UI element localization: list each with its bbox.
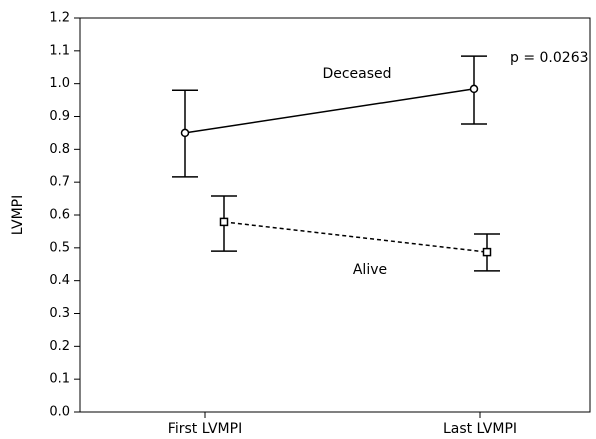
y-tick-label: 1.2 xyxy=(49,11,70,26)
annotation: p = 0.0263 xyxy=(510,50,589,66)
y-tick-label: 0.8 xyxy=(49,142,70,157)
y-tick-label: 0.6 xyxy=(49,208,70,223)
y-tick-label: 0.9 xyxy=(49,109,70,124)
y-tick-label: 0.5 xyxy=(49,240,70,255)
y-tick-label: 0.0 xyxy=(49,405,70,420)
marker xyxy=(219,217,229,227)
y-tick-label: 0.3 xyxy=(49,306,70,321)
x-tick-label: Last LVMPI xyxy=(443,421,517,437)
y-tick-label: 0.7 xyxy=(49,175,70,190)
series-label: Deceased xyxy=(322,66,391,82)
y-tick-label: 1.0 xyxy=(49,76,70,91)
series-line xyxy=(184,88,475,134)
series-line xyxy=(223,221,488,253)
y-tick-label: 1.1 xyxy=(49,43,70,58)
marker xyxy=(482,247,492,257)
y-tick-label: 0.4 xyxy=(49,273,70,288)
y-tick-label: 0.2 xyxy=(49,339,70,354)
marker xyxy=(469,84,479,94)
series-label: Alive xyxy=(353,262,387,278)
marker xyxy=(180,128,190,138)
y-tick-label: 0.1 xyxy=(49,372,70,387)
x-tick-label: First LVMPI xyxy=(168,421,242,437)
y-axis-label: LVMPI xyxy=(10,195,26,236)
